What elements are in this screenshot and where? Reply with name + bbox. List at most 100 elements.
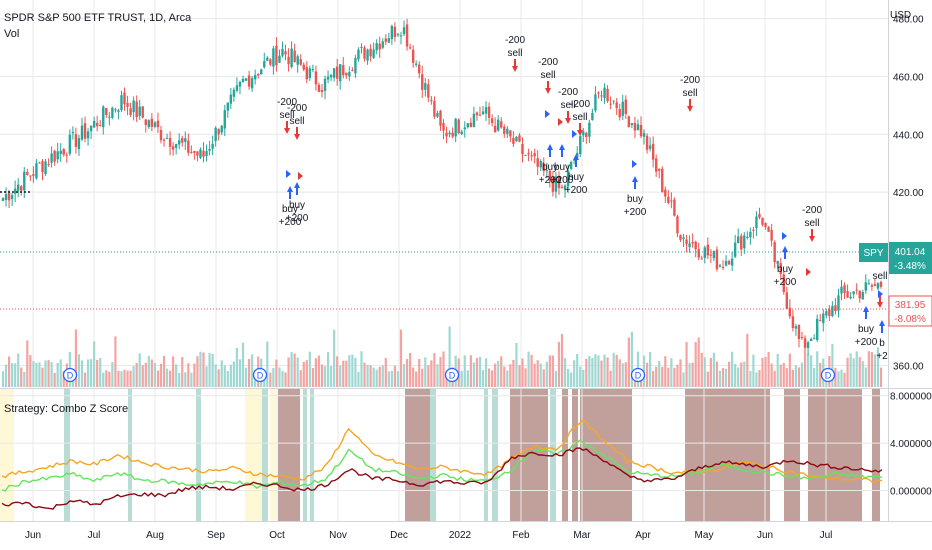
candle-body [184, 138, 187, 142]
candle-body [339, 64, 342, 82]
dividend-marker [444, 367, 460, 383]
volume-bar [38, 362, 41, 387]
volume-bar [278, 367, 281, 387]
candle-body [396, 34, 400, 36]
candle-body [256, 74, 260, 76]
time-axis-label: Oct [269, 530, 285, 541]
vertical-gridlines [32, 0, 827, 521]
candle-body [202, 150, 205, 157]
candle-body [108, 116, 111, 118]
volume-bar [767, 352, 770, 387]
candle-body [32, 174, 35, 176]
volume-bar [402, 364, 406, 387]
candle-body [114, 109, 117, 111]
buy-arrow [559, 144, 565, 157]
volume-bar [870, 352, 873, 387]
strategy-band [64, 389, 70, 521]
volume-bar [834, 367, 837, 387]
candle-body [861, 292, 864, 300]
volume-bar [369, 365, 372, 387]
volume-bar [797, 367, 801, 387]
candle-body [430, 99, 433, 101]
candle-body [700, 258, 703, 260]
candle-body [308, 68, 312, 78]
position-flag [572, 130, 577, 138]
volume-bar [290, 352, 293, 387]
volume-bar [758, 369, 761, 387]
candle-body [709, 254, 713, 256]
signal-label: buy [554, 162, 570, 173]
volume-bar [208, 353, 211, 387]
candle-body [761, 217, 764, 225]
volume-bar [491, 370, 494, 387]
volume-bar [323, 366, 327, 387]
volume-bar [123, 369, 126, 387]
volume-bar [588, 356, 591, 387]
volume-bar [80, 360, 84, 387]
strategy-band [405, 389, 430, 521]
volume-bar [806, 354, 810, 387]
volume-bar [366, 364, 369, 387]
volume-bar [649, 352, 652, 387]
candle-body [272, 48, 275, 67]
volume-bar [715, 361, 719, 387]
strategy-band [562, 389, 568, 521]
volume-bar [102, 372, 105, 387]
volume-bar [226, 370, 229, 387]
volume-bar [576, 354, 579, 387]
volume-bar [190, 372, 193, 387]
volume-bar [670, 358, 673, 387]
candle-body [806, 342, 810, 348]
candle-body [187, 140, 190, 153]
volume-bar [275, 359, 278, 387]
candle-body [639, 124, 643, 137]
volume-bar [360, 351, 363, 387]
candle-body [178, 140, 181, 145]
volume-bar [573, 360, 576, 387]
volume-bar [752, 354, 755, 387]
candle-body [648, 145, 652, 149]
volume-bar [47, 360, 50, 387]
candle-body [822, 313, 825, 324]
signal-label: buy [858, 324, 874, 335]
candle-body [448, 132, 451, 135]
candle-body [253, 75, 257, 80]
candle-body [600, 95, 603, 97]
volume-bar [424, 357, 427, 387]
candle-body [193, 150, 196, 153]
candle-body [718, 265, 722, 267]
volume-bar [794, 365, 798, 387]
candle-body [803, 338, 807, 348]
candle-body [86, 131, 90, 139]
strategy-band [484, 389, 488, 521]
volume-bar [594, 354, 597, 387]
price-candles [1, 18, 883, 356]
strategy-title: Strategy: Combo Z Score [4, 403, 128, 415]
volume-bar [241, 342, 245, 387]
buy-arrow [287, 186, 293, 199]
volume-bar [749, 371, 752, 387]
volume-bar [800, 362, 804, 387]
candle-body [609, 103, 612, 105]
candle-body [788, 307, 792, 317]
candle-body [752, 229, 755, 231]
buy-arrow [573, 154, 579, 167]
candle-body [469, 122, 473, 128]
candle-body [159, 129, 163, 141]
signal-label: -200 [680, 75, 700, 86]
price-axis-ticks: 480.00 460.00 440.00 420.00 360.00 [893, 15, 924, 373]
candle-body [758, 213, 761, 218]
volume-bar [326, 352, 330, 387]
signal-label: buy [777, 264, 793, 275]
volume-bar [129, 370, 132, 387]
candle-body [667, 196, 670, 203]
sell-arrow [565, 111, 571, 124]
volume-bar [849, 353, 852, 387]
time-axis-label: 2022 [449, 530, 472, 541]
volume-bar [673, 367, 676, 387]
volume-bar [59, 359, 62, 387]
candle-body [715, 249, 719, 270]
candle-body [278, 55, 281, 63]
